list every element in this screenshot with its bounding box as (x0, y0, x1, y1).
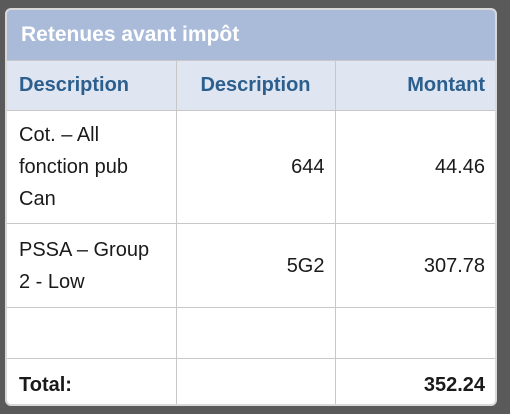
deductions-table: Description Description Montant Cot. – A… (7, 60, 495, 404)
row-amount: 44.46 (334, 110, 495, 224)
row-description: Cot. – All fonction pub Can (7, 110, 177, 224)
table-header-row: Description Description Montant (7, 60, 495, 111)
total-code (175, 358, 336, 404)
total-amount: 352.24 (334, 358, 495, 404)
row-amount: 307.78 (334, 223, 495, 308)
table-row: Cot. – All fonction pub Can 644 44.46 (7, 110, 495, 224)
column-header-amount: Montant (334, 60, 495, 111)
column-header-description: Description (7, 60, 177, 111)
row-amount (334, 307, 495, 359)
column-header-code: Description (175, 60, 336, 111)
row-code: 5G2 (175, 223, 336, 308)
row-description (7, 307, 177, 359)
table-row: PSSA – Group 2 - Low 5G2 307.78 (7, 223, 495, 308)
total-row: Total: 352.24 (7, 358, 495, 404)
row-code: 644 (175, 110, 336, 224)
row-description: PSSA – Group 2 - Low (7, 223, 177, 308)
table-row-empty (7, 307, 495, 359)
total-label: Total: (7, 358, 177, 404)
panel-title: Retenues avant impôt (7, 10, 495, 60)
deductions-panel: Retenues avant impôt Description Descrip… (5, 8, 497, 406)
row-code (175, 307, 336, 359)
